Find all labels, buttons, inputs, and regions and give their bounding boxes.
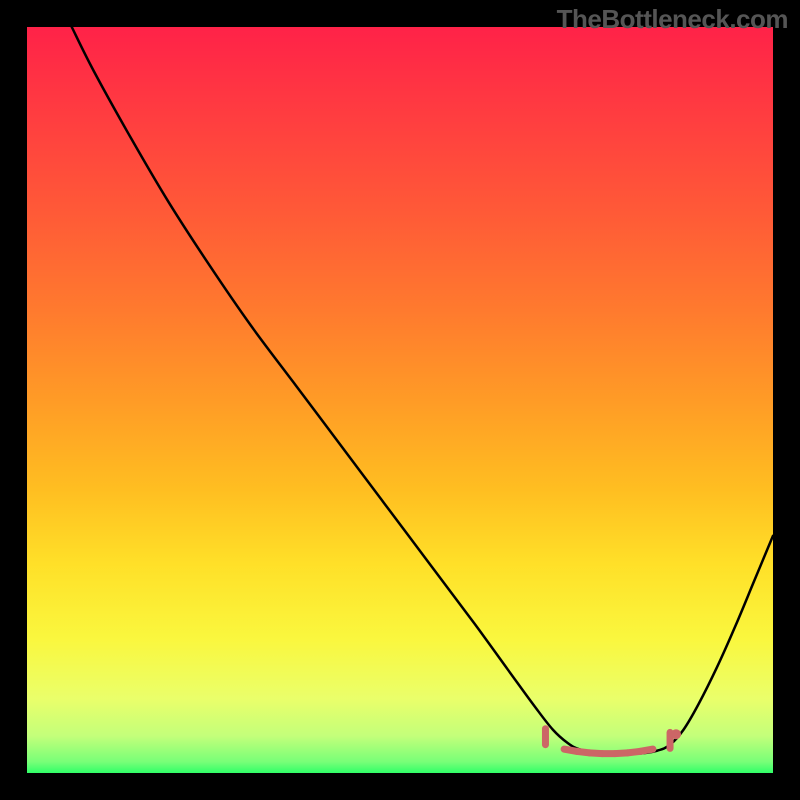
flat-band-end-dot — [671, 729, 681, 739]
heat-gradient-panel — [27, 27, 773, 773]
watermark-text: TheBottleneck.com — [557, 4, 788, 35]
chart-container: TheBottleneck.com — [0, 0, 800, 800]
chart-svg — [0, 0, 800, 800]
flat-band-segment — [640, 749, 653, 751]
